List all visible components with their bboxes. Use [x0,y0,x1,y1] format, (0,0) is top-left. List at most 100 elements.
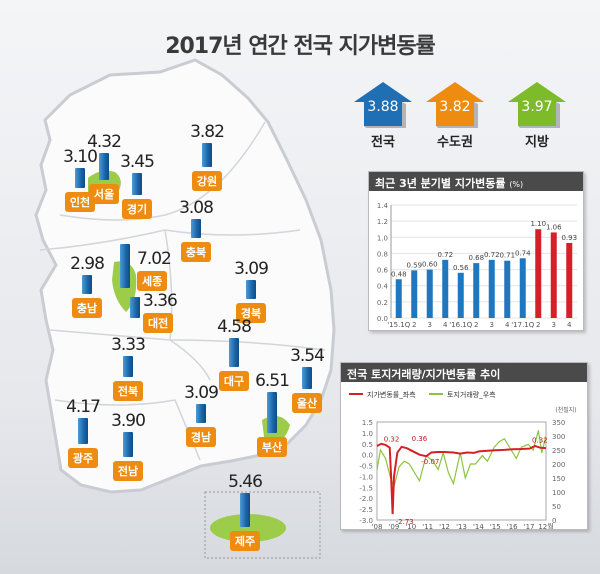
region-bar [202,143,212,167]
bar [473,263,480,318]
plot-frame [376,421,547,521]
region-bar [75,168,85,188]
bar [442,259,449,318]
region-value: 5.46 [228,472,263,492]
right-axis-unit: (천필지) [555,406,576,414]
region-label: 강원 [191,171,223,191]
region-label: 전북 [112,381,144,401]
region-label: 충북 [180,242,212,262]
quarterly-chart-title-text: 최근 3년 분기별 지가변동률 [375,177,506,190]
region-value: 3.08 [179,198,214,218]
data-label: 0.72 [437,251,453,259]
region-6: 2.98 충남 [57,255,117,318]
region-bar [78,418,88,444]
y-left-tick-label: -0.5 [359,463,373,471]
region-label: 제주 [229,531,261,551]
region-label: 충남 [71,298,103,318]
y-tick-label: 1.4 [377,202,389,210]
x-tick-label: '16.1Q [449,321,473,329]
y-left-tick-label: -2.0 [359,495,373,503]
region-bar [240,493,250,527]
region-10: 4.58 대구 [204,318,264,391]
y-left-tick-label: 0.0 [362,452,373,460]
data-label: 0.68 [468,254,484,262]
legend-label-volume: 토지거래량_우측 [447,390,496,399]
y-tick-label: 1.2 [377,218,388,226]
region-bar [99,153,109,180]
region-bar [123,432,133,457]
region-3: 3.82 강원 [177,123,237,191]
y-right-tick-label: 250 [552,447,565,455]
x-tick-label: '08 [372,523,383,529]
region-value: 3.33 [111,335,146,355]
summary-label: 수도권 [437,135,473,150]
house-icon [354,82,412,128]
region-value: 3.09 [184,383,219,403]
region-bar [302,367,312,389]
summary-value: 3.88 [367,99,399,115]
data-label: 0.60 [422,261,438,269]
bar [519,258,526,318]
region-value: 3.90 [111,411,146,431]
data-label: 0.48 [391,270,407,278]
data-label: 0.71 [499,252,515,260]
region-1: 4.32 서울 [74,133,134,204]
data-label: 0.93 [561,234,577,242]
trend-chart-panel: 전국 토지거래량/지가변동률 추이 지가변동률_좌측 토지거래량_우측 (천필지) 1… [340,362,588,531]
region-14: 4.17 광주 [53,398,113,468]
data-label: 0.72 [484,251,500,259]
quarterly-chart-unit: (%) [509,180,524,189]
x-tick-label: '11 [422,523,433,529]
region-label: 대전 [143,313,174,333]
data-label: 1.10 [530,220,546,228]
annotation-label: 0.32 [384,436,400,444]
x-tick-label: 3 [428,321,432,329]
y-tick-label: 1.0 [377,234,388,242]
price-line [376,442,547,515]
region-value: 3.09 [234,259,269,279]
region-13: 6.51 부산 [242,372,302,457]
y-left-tick-label: 1.5 [362,419,373,427]
region-label: 대구 [218,371,250,391]
page-title: 2017년 연간 전국 지가변동률 [165,34,436,59]
data-label: 0.59 [406,261,422,269]
bar [535,229,542,318]
x-tick-label: 4 [505,321,510,329]
summary-house-0: 3.88 전국 [352,80,414,150]
y-right-tick-label: 100 [552,489,565,497]
x-tick-label: '15 [490,523,501,529]
x-tick-label: '17.1Q [511,321,535,329]
quarterly-chart-panel: 최근 3년 분기별 지가변동률 (%) 0.0 0.2 0.4 0.6 0.8 1.0 1.… [368,171,584,331]
x-tick-label: 3 [490,321,494,329]
y-tick-label: 0.0 [377,315,388,323]
province-borders [39,121,326,461]
x-tick-label: '12 [439,523,450,529]
jeju-island [210,514,286,542]
y-right-tick-label: 50 [552,503,561,511]
bar [504,260,511,318]
region-bar [229,338,239,367]
bar [411,270,418,318]
y-left-tick-label: -1.0 [359,473,373,481]
summary-value: 3.97 [521,99,553,115]
region-value: 4.58 [217,317,252,337]
region-value: 4.32 [87,132,122,152]
region-11: 3.54 울산 [277,347,337,413]
region-12: 3.09 경남 [171,384,231,447]
y-right-tick-label: 300 [552,433,565,441]
data-label: 1.06 [546,223,562,231]
region-text: 3.36 대전 [143,292,178,333]
region-bar [267,392,277,433]
bar [488,259,495,318]
y-left-tick-label: 0.5 [362,441,373,449]
y-right-tick-label: 0 [552,517,556,525]
quarterly-bar-chart: 0.0 0.2 0.4 0.6 0.8 1.0 1.2 1.4 0.48 '15.1Q 0.59 2 0… [377,202,577,329]
summary-label: 전국 [371,135,395,150]
region-value: 4.17 [66,397,101,417]
bar [395,279,402,318]
bar [426,269,433,318]
annotation-label: -2.73 [396,518,414,526]
peninsula-outline [34,58,336,494]
y-tick-label: 0.6 [377,267,389,275]
y-left-tick-label: -1.5 [359,484,373,492]
